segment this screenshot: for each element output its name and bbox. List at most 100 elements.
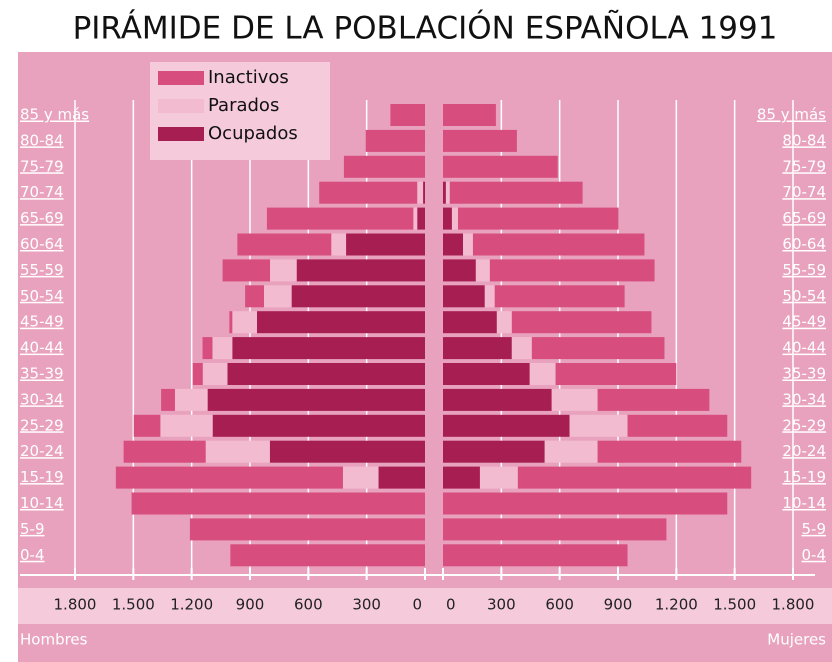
age-label: 70-74 <box>782 183 826 201</box>
age-label: 35-39 <box>782 365 826 383</box>
bar-hombres <box>192 363 203 385</box>
bar-hombres <box>269 440 425 463</box>
age-label: 40-44 <box>782 339 826 357</box>
bar-mujeres <box>443 440 545 463</box>
x-tick-label: 600 <box>545 596 574 614</box>
bar-mujeres <box>544 440 598 463</box>
age-label: 45-49 <box>782 313 826 331</box>
labels: 0 0 300 300 600 600 900 900 1.200 1.200 1.500 1.500… <box>20 67 826 649</box>
bar-mujeres <box>443 155 558 178</box>
age-label: 30-34 <box>20 390 64 408</box>
bar-hombres <box>115 466 343 489</box>
bar-hombres <box>423 181 425 204</box>
age-label: 55-59 <box>20 261 64 279</box>
age-label: 60-64 <box>20 235 64 253</box>
bar-hombres <box>365 129 425 152</box>
age-label: 50-54 <box>20 287 64 305</box>
bar-mujeres <box>443 259 476 282</box>
bar-mujeres <box>484 285 495 308</box>
bar-mujeres <box>479 466 518 489</box>
bar-hombres <box>245 285 264 308</box>
bar-mujeres <box>457 207 619 230</box>
x-tick-label: 300 <box>352 596 381 614</box>
bar-mujeres <box>496 311 512 334</box>
x-tick-label: 900 <box>604 596 633 614</box>
bar-hombres <box>417 181 424 204</box>
legend-label: Inactivos <box>208 67 289 88</box>
age-label: 60-64 <box>782 235 826 253</box>
age-label: 25-29 <box>20 416 64 434</box>
age-label: 25-29 <box>782 416 826 434</box>
age-label: 15-19 <box>782 468 826 486</box>
x-tick-label: 300 <box>487 596 516 614</box>
legend-label: Ocupados <box>208 123 298 144</box>
age-label: 55-59 <box>782 261 826 279</box>
bar-hombres <box>413 207 418 230</box>
age-label: 15-19 <box>20 468 64 486</box>
chart-title: PIRÁMIDE DE LA POBLACIÓN ESPAÑOLA 1991 <box>73 10 778 47</box>
bar-hombres <box>212 414 425 437</box>
bar-mujeres <box>511 311 652 334</box>
bar-mujeres <box>627 414 728 437</box>
x-tick-label: 1.200 <box>170 596 213 614</box>
age-label: 85 y más <box>757 106 826 124</box>
bar-hombres <box>123 440 206 463</box>
side-label: Mujeres <box>767 631 826 649</box>
bar-hombres <box>160 414 213 437</box>
bar-mujeres <box>443 492 728 515</box>
bar-mujeres <box>531 337 665 360</box>
age-label: 5-9 <box>802 520 827 538</box>
bar-mujeres <box>443 388 552 411</box>
age-label: 10-14 <box>782 494 826 512</box>
bar-hombres <box>270 259 297 282</box>
age-label: 85 y más <box>20 106 89 124</box>
bar-mujeres <box>597 388 710 411</box>
age-label: 5-9 <box>20 520 45 538</box>
bar-mujeres <box>597 440 742 463</box>
bar-hombres <box>202 337 213 360</box>
bar-mujeres <box>517 466 752 489</box>
bar-mujeres <box>449 181 583 204</box>
age-label: 20-24 <box>20 442 64 460</box>
x-tick-label: 900 <box>236 596 265 614</box>
bar-hombres <box>390 104 425 126</box>
bar-mujeres <box>443 285 485 308</box>
age-label: 50-54 <box>782 287 826 305</box>
bar-hombres <box>257 311 425 334</box>
bar-mujeres <box>443 544 628 567</box>
legend-swatch <box>158 99 204 113</box>
bar-hombres <box>212 337 233 360</box>
bar-hombres <box>343 155 425 178</box>
bar-mujeres <box>443 104 496 126</box>
bar-hombres <box>202 363 228 385</box>
age-label: 75-79 <box>20 157 64 175</box>
bar-hombres <box>227 363 425 385</box>
x-tick-label: 1.200 <box>655 596 698 614</box>
bar-hombres <box>346 233 425 256</box>
age-label: 70-74 <box>20 183 64 201</box>
bar-mujeres <box>443 337 512 360</box>
bar-mujeres <box>463 233 473 256</box>
bar-hombres <box>417 207 425 230</box>
x-tick-label: 1.800 <box>54 596 97 614</box>
bar-mujeres <box>443 233 464 256</box>
bar-hombres <box>266 207 414 230</box>
bar-mujeres <box>443 311 497 334</box>
bar-mujeres <box>445 181 450 204</box>
bar-hombres <box>229 311 233 334</box>
bar-hombres <box>230 544 425 567</box>
axis-strip <box>18 588 832 624</box>
x-tick-label: 600 <box>294 596 323 614</box>
bar-mujeres <box>494 285 625 308</box>
bars <box>115 104 752 567</box>
age-label: 0-4 <box>20 546 45 564</box>
age-label: 80-84 <box>20 131 64 149</box>
age-label: 65-69 <box>782 209 826 227</box>
age-label: 80-84 <box>782 131 826 149</box>
age-label: 20-24 <box>782 442 826 460</box>
bar-mujeres <box>472 233 645 256</box>
bar-hombres <box>237 233 332 256</box>
bar-hombres <box>264 285 292 308</box>
x-tick-label: 0 <box>412 596 422 614</box>
